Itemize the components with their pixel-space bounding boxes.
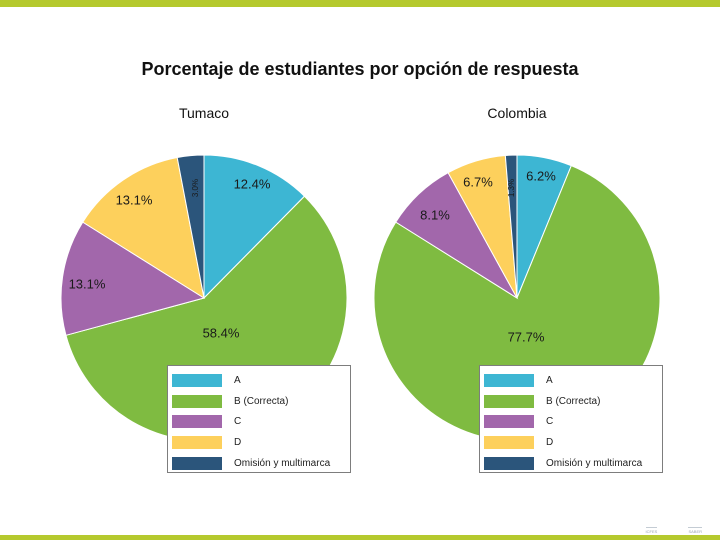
- legend-label: A: [234, 374, 241, 386]
- data-label-tumaco-b-correcta: 58.4%: [203, 325, 240, 340]
- legend-item-d: D: [172, 432, 346, 453]
- legend-item-c: C: [172, 412, 346, 433]
- chart-title-colombia: Colombia: [487, 105, 546, 121]
- data-label-colombia-a: 6.2%: [526, 168, 556, 183]
- legend-label: B (Correcta): [546, 395, 601, 407]
- legend-swatch: [484, 457, 534, 471]
- legend-item-b-correcta: B (Correcta): [172, 391, 346, 412]
- legend-label: C: [546, 416, 554, 428]
- legend-swatch: [484, 436, 534, 450]
- data-label-tumaco-omision-y-multimarca: 3.0%: [191, 179, 200, 197]
- pie-slice-tumaco-d: [82, 156, 205, 300]
- top-accent-bar: [0, 0, 720, 7]
- bottom-accent-bar: [0, 535, 720, 540]
- data-label-colombia-d: 6.7%: [463, 174, 493, 189]
- legend-item-c: C: [484, 412, 658, 433]
- legend-item-a: A: [172, 370, 346, 391]
- data-label-tumaco-c: 13.1%: [69, 276, 106, 291]
- legend-colombia: A B (Correcta) C D Omisión y multimarca: [479, 365, 663, 473]
- legend-label: C: [234, 416, 242, 428]
- legend-label: Omisión y multimarca: [234, 458, 331, 470]
- legend-item-a: A: [484, 370, 658, 391]
- legend-tumaco: A B (Correcta) C D Omisión y multimarca: [167, 365, 351, 473]
- data-label-tumaco-d: 13.1%: [116, 192, 153, 207]
- legend-label: A: [546, 374, 553, 386]
- legend-swatch: [172, 436, 222, 450]
- legend-swatch: [172, 457, 222, 471]
- pie-slice-tumaco-omision-y-multimarca: [176, 154, 205, 299]
- legend-item-omision-y-multimarca: Omisión y multimarca: [484, 453, 658, 474]
- legend-label: D: [546, 437, 554, 449]
- legend-swatch: [172, 373, 222, 387]
- chart-title-tumaco: Tumaco: [179, 105, 229, 121]
- pie-slice-colombia-omision-y-multimarca: [504, 154, 518, 299]
- footer-mark-1: ICFES: [645, 527, 658, 534]
- footer-marks: ICFES SABER: [616, 527, 702, 534]
- legend-label: Omisión y multimarca: [546, 458, 643, 470]
- legend-swatch: [484, 394, 534, 408]
- legend-swatch: [172, 394, 222, 408]
- data-label-colombia-c: 8.1%: [420, 207, 450, 222]
- legend-swatch: [484, 415, 534, 429]
- footer-mark-2: SABER: [688, 527, 702, 534]
- legend-item-omision-y-multimarca: Omisión y multimarca: [172, 453, 346, 474]
- pie-slice-tumaco-a: [203, 154, 306, 300]
- legend-item-b-correcta: B (Correcta): [484, 391, 658, 412]
- data-label-tumaco-a: 12.4%: [234, 176, 271, 191]
- data-label-colombia-b-correcta: 77.7%: [508, 329, 545, 344]
- legend-label: D: [234, 437, 242, 449]
- legend-item-d: D: [484, 432, 658, 453]
- page-title: Porcentaje de estudiantes por opción de …: [141, 59, 579, 79]
- legend-swatch: [484, 373, 534, 387]
- data-label-colombia-omision-y-multimarca: 1.3%: [507, 179, 516, 197]
- pie-slice-tumaco-c: [60, 221, 206, 336]
- legend-swatch: [172, 415, 222, 429]
- legend-label: B (Correcta): [234, 395, 289, 407]
